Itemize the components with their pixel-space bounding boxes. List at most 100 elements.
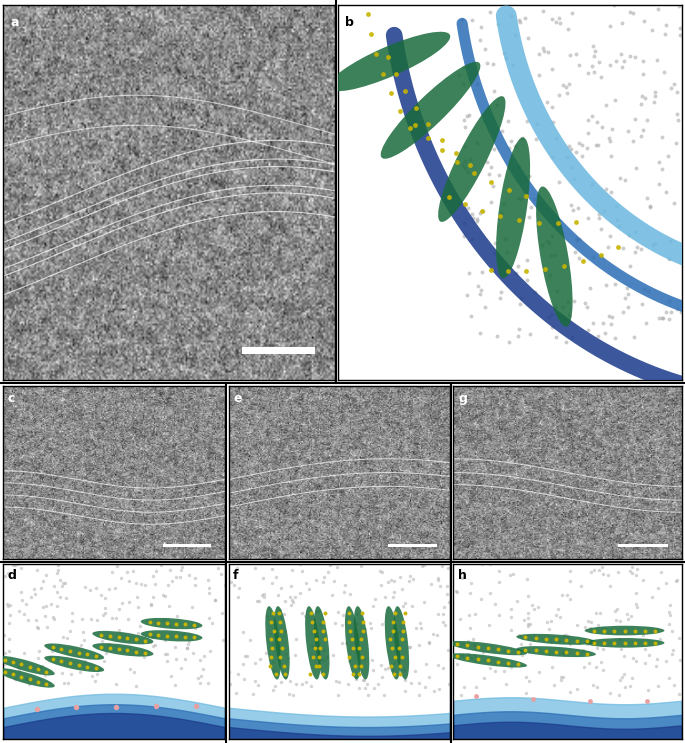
Point <box>360 682 371 694</box>
Point <box>106 566 117 578</box>
Point <box>16 585 27 597</box>
Point <box>530 632 541 644</box>
Point <box>358 616 369 628</box>
Point <box>605 687 616 698</box>
Point <box>376 618 387 630</box>
Point <box>175 662 186 674</box>
Point <box>399 674 410 686</box>
Point <box>645 201 656 213</box>
Point <box>157 588 168 600</box>
Point <box>644 649 655 661</box>
Point <box>547 116 558 128</box>
Point <box>340 637 351 649</box>
Point <box>627 672 638 684</box>
Point <box>554 635 565 647</box>
Point <box>91 668 102 680</box>
Point <box>639 643 650 655</box>
Point <box>538 45 549 56</box>
Point <box>266 563 277 575</box>
Point <box>530 286 540 298</box>
Point <box>486 177 497 189</box>
Point <box>625 681 636 692</box>
Point <box>338 609 349 620</box>
Point <box>664 609 675 621</box>
Point <box>526 201 537 213</box>
Point <box>503 142 514 154</box>
Point <box>486 160 497 172</box>
Point <box>352 670 363 682</box>
Point <box>0 658 10 670</box>
Point <box>671 575 682 587</box>
Point <box>494 576 505 588</box>
Point <box>583 212 594 224</box>
Point <box>18 609 29 620</box>
Point <box>562 589 573 601</box>
Point <box>310 660 321 672</box>
Point <box>423 636 434 648</box>
Point <box>309 625 320 637</box>
Point <box>186 601 197 613</box>
Point <box>0 666 10 678</box>
Point <box>322 651 333 663</box>
Point <box>223 666 234 678</box>
Point <box>144 629 155 640</box>
Point <box>494 565 505 577</box>
Point <box>641 114 652 126</box>
Point <box>306 607 317 619</box>
Point <box>116 572 127 584</box>
Point <box>625 565 636 577</box>
Point <box>257 589 268 601</box>
Point <box>528 193 539 205</box>
Point <box>318 616 329 628</box>
Point <box>249 562 260 574</box>
Point <box>188 632 199 643</box>
Point <box>471 681 482 693</box>
Point <box>356 633 367 645</box>
Point <box>151 565 162 577</box>
Point <box>557 671 568 683</box>
Point <box>666 82 677 94</box>
Point <box>3 633 14 645</box>
Point <box>550 301 561 313</box>
Point <box>512 261 523 273</box>
Point <box>110 678 121 690</box>
Point <box>669 197 680 209</box>
Point <box>366 27 377 39</box>
Point <box>463 109 474 121</box>
Point <box>353 682 364 694</box>
Point <box>33 675 44 687</box>
Point <box>593 139 603 151</box>
Point <box>570 146 581 158</box>
Point <box>590 45 601 57</box>
Point <box>377 68 388 80</box>
Point <box>582 67 593 79</box>
Point <box>228 579 239 591</box>
Point <box>266 616 277 628</box>
Point <box>250 657 261 669</box>
Point <box>388 657 399 669</box>
Point <box>204 645 215 657</box>
Point <box>134 620 145 632</box>
Point <box>587 250 598 262</box>
Point <box>178 628 189 640</box>
Point <box>651 653 662 665</box>
Point <box>494 292 505 304</box>
Point <box>58 631 68 643</box>
Point <box>433 574 444 585</box>
Point <box>561 646 572 658</box>
Point <box>458 78 469 90</box>
Point <box>651 624 662 636</box>
Point <box>631 569 642 581</box>
Point <box>387 625 398 637</box>
Point <box>225 678 236 690</box>
Point <box>484 559 495 571</box>
Point <box>271 571 282 583</box>
Point <box>268 664 279 676</box>
Point <box>264 660 275 672</box>
Point <box>513 14 524 26</box>
Point <box>484 662 495 674</box>
Point <box>275 616 286 628</box>
Point <box>593 212 604 224</box>
Point <box>357 607 368 619</box>
Point <box>188 619 199 631</box>
